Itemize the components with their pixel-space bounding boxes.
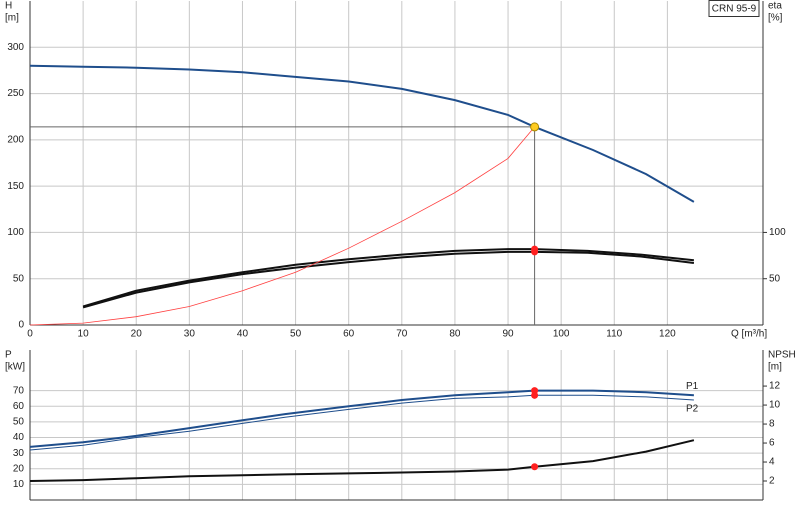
x-tick-label: 10 <box>78 329 90 340</box>
y-axis-label: [m] <box>5 13 19 24</box>
x-tick-label: 80 <box>449 329 461 340</box>
curve <box>29 64 695 203</box>
y2-tick-label: 50 <box>769 273 781 284</box>
y2-axis-label: NPSH <box>768 350 796 361</box>
y-tick-label: 300 <box>7 42 24 53</box>
y-tick-label: 10 <box>13 479 25 490</box>
x-tick-label: 60 <box>343 329 355 340</box>
x-axis-label: Q [m³/h] <box>731 329 767 340</box>
curve <box>29 439 695 482</box>
y2-axis-label: [%] <box>768 13 783 24</box>
curve <box>82 250 695 309</box>
y2-tick-label: 12 <box>769 381 781 392</box>
duty-point <box>531 248 539 256</box>
y2-tick-label: 4 <box>769 457 775 468</box>
duty-point <box>531 391 539 399</box>
y-axis-label: H <box>5 1 12 12</box>
y-axis-label: [kW] <box>5 362 25 373</box>
duty-point <box>531 463 539 471</box>
y-tick-label: 60 <box>13 401 25 412</box>
curve <box>82 248 695 308</box>
x-tick-label: 20 <box>131 329 143 340</box>
series-label: P2 <box>686 404 699 415</box>
y2-axis-label: [m] <box>768 362 782 373</box>
x-tick-label: 70 <box>396 329 408 340</box>
y-tick-label: 150 <box>7 181 24 192</box>
x-tick-label: 0 <box>27 329 33 340</box>
y-tick-label: 250 <box>7 88 24 99</box>
y2-tick-label: 10 <box>769 400 781 411</box>
chart-title: CRN 95-9 <box>712 4 757 15</box>
y2-tick-label: 2 <box>769 476 775 487</box>
y2-tick-label: 8 <box>769 419 775 430</box>
y-tick-label: 200 <box>7 134 24 145</box>
y-tick-label: 30 <box>13 448 25 459</box>
x-tick-label: 30 <box>184 329 196 340</box>
y-tick-label: 50 <box>13 273 25 284</box>
series-label: P1 <box>686 381 699 392</box>
x-tick-label: 120 <box>659 329 676 340</box>
y2-tick-label: 6 <box>769 438 775 449</box>
x-tick-label: 100 <box>553 329 570 340</box>
y-tick-label: 0 <box>18 320 24 331</box>
title-box <box>708 0 760 17</box>
x-tick-label: 110 <box>606 329 622 340</box>
y2-tick-label: 100 <box>769 227 786 238</box>
y2-axis-label: eta <box>768 1 782 12</box>
y-tick-label: 50 <box>13 417 25 428</box>
curve <box>29 389 694 448</box>
curve <box>29 126 535 326</box>
y-axis-label: P <box>5 350 12 361</box>
x-tick-label: 90 <box>502 329 514 340</box>
y-tick-label: 70 <box>13 385 25 396</box>
operating-point <box>530 122 540 132</box>
y-tick-label: 20 <box>13 463 25 474</box>
x-tick-label: 50 <box>290 329 302 340</box>
curve <box>29 394 694 451</box>
x-tick-label: 40 <box>237 329 249 340</box>
y-tick-label: 100 <box>7 227 24 238</box>
y-tick-label: 40 <box>13 432 25 443</box>
